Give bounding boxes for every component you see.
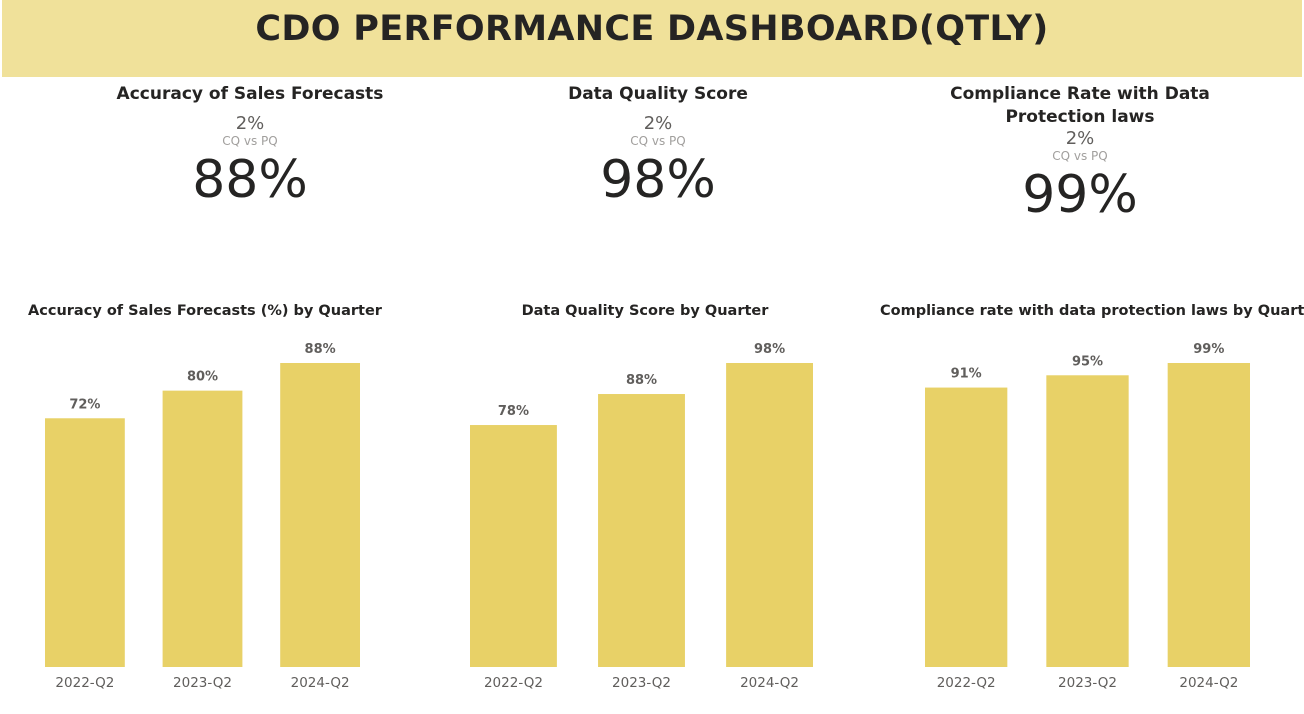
bar-2024-q2[interactable] bbox=[726, 363, 813, 667]
bar-2023-q2[interactable] bbox=[598, 394, 685, 667]
x-tick-label: 2023-Q2 bbox=[173, 675, 232, 691]
kpi-delta-label: CQ vs PQ bbox=[222, 134, 278, 148]
chart-title: Compliance rate with data protection law… bbox=[880, 303, 1304, 319]
kpi-delta-label: CQ vs PQ bbox=[630, 134, 686, 148]
chart-title: Data Quality Score by Quarter bbox=[521, 303, 769, 319]
kpi-value: 98% bbox=[600, 150, 716, 210]
chart-title: Accuracy of Sales Forecasts (%) by Quart… bbox=[28, 303, 382, 319]
bar-2024-q2[interactable] bbox=[1167, 363, 1250, 667]
bar-2022-q2[interactable] bbox=[45, 418, 125, 667]
data-label: 80% bbox=[187, 370, 218, 385]
dashboard-title: CDO PERFORMANCE DASHBOARD(QTLY) bbox=[255, 9, 1049, 49]
bar-2023-q2[interactable] bbox=[162, 390, 243, 667]
kpi-title: Accuracy of Sales Forecasts bbox=[116, 84, 384, 104]
data-label: 72% bbox=[69, 397, 100, 412]
kpi-card-sales-forecast[interactable]: Accuracy of Sales Forecasts 2% CQ vs PQ … bbox=[100, 83, 400, 210]
kpi-delta: 2% bbox=[1065, 128, 1095, 149]
kpi-delta: 2% bbox=[235, 113, 265, 134]
bar-2023-q2[interactable] bbox=[1046, 375, 1129, 667]
kpi-title: Data Quality Score bbox=[568, 84, 748, 104]
kpi-delta: 2% bbox=[643, 113, 673, 134]
x-tick-label: 2024-Q2 bbox=[291, 675, 350, 691]
data-label: 88% bbox=[305, 342, 336, 357]
kpi-delta-label: CQ vs PQ bbox=[1052, 149, 1108, 163]
kpi-card-compliance[interactable]: Compliance Rate with Data Protection law… bbox=[945, 83, 1215, 225]
kpi-value: 99% bbox=[1022, 165, 1138, 225]
kpi-title: Compliance Rate with Data Protection law… bbox=[950, 84, 1210, 127]
kpi-value: 88% bbox=[192, 150, 308, 210]
dashboard-header: CDO PERFORMANCE DASHBOARD(QTLY) bbox=[2, 0, 1302, 77]
x-tick-label: 2022-Q2 bbox=[55, 675, 114, 691]
bar-2022-q2[interactable] bbox=[470, 425, 557, 667]
bar-2024-q2[interactable] bbox=[280, 363, 360, 667]
bar-2022-q2[interactable] bbox=[925, 387, 1008, 667]
kpi-card-data-quality[interactable]: Data Quality Score 2% CQ vs PQ 98% bbox=[508, 83, 808, 210]
